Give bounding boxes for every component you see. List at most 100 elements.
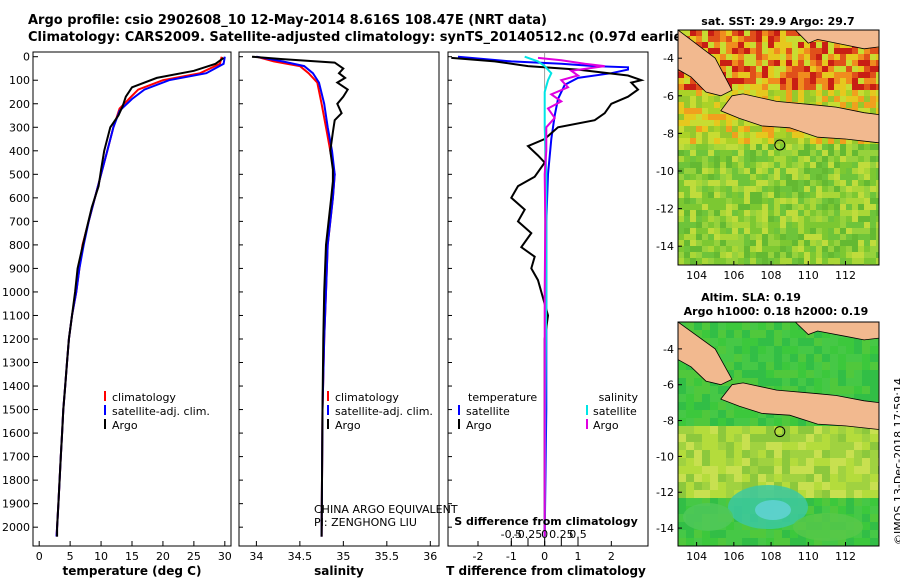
map-cell <box>750 126 757 133</box>
map-cell <box>702 102 709 109</box>
map-cell <box>684 174 691 181</box>
difference-top-xtick-label: 0 <box>541 528 548 541</box>
map-cell <box>678 84 685 91</box>
map-cell <box>718 386 727 395</box>
map-cell <box>792 60 799 67</box>
map-cell <box>750 42 757 49</box>
map-cell <box>744 78 751 85</box>
map-cell <box>744 198 751 205</box>
map-cell <box>846 78 853 85</box>
map-cell <box>750 434 759 443</box>
map-cell <box>702 402 711 411</box>
map-cell <box>828 234 835 241</box>
map-feature <box>755 500 791 520</box>
map-cell <box>782 330 791 339</box>
temperature-ytick-label: 100 <box>9 74 30 87</box>
map-cell <box>744 120 751 127</box>
map-cell <box>702 96 709 103</box>
map-cell <box>756 36 763 43</box>
map-cell <box>774 96 781 103</box>
map-cell <box>750 48 757 55</box>
map-cell <box>870 354 879 363</box>
map-cell <box>790 482 799 491</box>
map-cell <box>870 522 879 531</box>
map-cell <box>742 530 751 539</box>
map-cell <box>718 450 727 459</box>
map-cell <box>678 228 685 235</box>
map-cell <box>786 30 793 37</box>
map-cell <box>792 84 799 91</box>
map-cell <box>864 60 871 67</box>
map-cell <box>738 36 745 43</box>
map-cell <box>786 126 793 133</box>
map-cell <box>864 156 871 163</box>
map-cell <box>852 174 859 181</box>
map-cell <box>798 474 807 483</box>
map-cell <box>714 252 721 259</box>
map-cell <box>684 222 691 229</box>
map-cell <box>838 426 847 435</box>
map-cell <box>840 222 847 229</box>
map-cell <box>762 60 769 67</box>
map-cell <box>768 132 775 139</box>
map-cell <box>718 538 727 546</box>
map-cell <box>744 186 751 193</box>
map-cell <box>804 72 811 79</box>
map-cell <box>750 246 757 253</box>
sla-map-subtitle: Argo h1000: 0.18 h2000: 0.19 <box>684 305 869 318</box>
map-cell <box>786 180 793 187</box>
map-cell <box>780 126 787 133</box>
map-cell <box>834 186 841 193</box>
map-cell <box>762 138 769 145</box>
map-cell <box>738 192 745 199</box>
map-cell <box>876 84 879 91</box>
map-cell <box>790 378 799 387</box>
map-cell <box>858 234 865 241</box>
map-cell <box>766 338 775 347</box>
map-cell <box>834 102 841 109</box>
map-cell <box>714 210 721 217</box>
map-cell <box>694 330 703 339</box>
map-cell <box>798 346 807 355</box>
legend-swatch-argo <box>327 419 329 429</box>
map-cell <box>840 42 847 49</box>
map-cell <box>732 246 739 253</box>
map-cell <box>766 442 775 451</box>
map-cell <box>678 240 685 247</box>
map-cell <box>810 192 817 199</box>
map-cell <box>744 258 751 265</box>
map-cell <box>780 228 787 235</box>
map-cell <box>780 90 787 97</box>
map-cell <box>830 466 839 475</box>
map-cell <box>810 210 817 217</box>
map-cell <box>804 234 811 241</box>
map-cell <box>814 354 823 363</box>
map-cell <box>766 450 775 459</box>
map-cell <box>816 258 823 265</box>
map-cell <box>762 240 769 247</box>
map-cell <box>684 132 691 139</box>
map-cell <box>876 228 879 235</box>
map-cell <box>876 54 879 61</box>
map-cell <box>684 108 691 115</box>
map-cell <box>782 466 791 475</box>
map-cell <box>790 442 799 451</box>
map-cell <box>810 204 817 211</box>
map-cell <box>726 474 735 483</box>
map-cell <box>714 216 721 223</box>
map-cell <box>852 150 859 157</box>
difference-xtick-label: 0 <box>541 550 548 563</box>
map-cell <box>852 90 859 97</box>
map-cell <box>768 240 775 247</box>
map-cell <box>854 490 863 499</box>
map-cell <box>774 198 781 205</box>
map-cell <box>708 156 715 163</box>
map-cell <box>810 96 817 103</box>
map-cell <box>858 108 865 115</box>
map-cell <box>786 186 793 193</box>
map-cell <box>684 102 691 109</box>
map-cell <box>804 198 811 205</box>
map-cell <box>732 78 739 85</box>
map-cell <box>690 108 697 115</box>
temperature-xtick-label: 25 <box>187 550 201 563</box>
